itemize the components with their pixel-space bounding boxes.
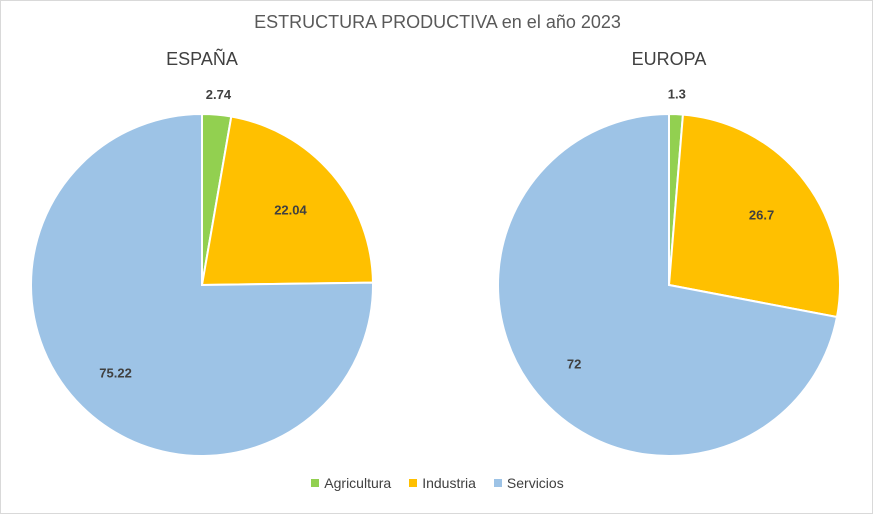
data-label-espana-servicios: 75.22 bbox=[99, 366, 132, 381]
legend-label-servicios: Servicios bbox=[506, 475, 564, 491]
legend: Agricultura Industria Servicios bbox=[1, 475, 873, 491]
chart-title: ESTRUCTURA PRODUCTIVA en el año 2023 bbox=[254, 12, 621, 32]
data-label-europa-servicios: 72 bbox=[567, 356, 581, 371]
pie-slice-europa-servicios bbox=[497, 112, 839, 457]
legend-swatch-agricultura bbox=[311, 479, 320, 487]
data-label-espana-agricultura: 2.74 bbox=[206, 87, 232, 102]
legend-item-servicios: Servicios bbox=[493, 475, 564, 491]
legend-swatch-industria bbox=[409, 479, 418, 487]
pie-europa: 1.3 26.7 72 bbox=[497, 87, 841, 457]
pie-espana: 2.74 22.04 75.22 bbox=[30, 87, 374, 457]
pie-slice-espana-industria bbox=[200, 115, 374, 287]
data-label-espana-industria: 22.04 bbox=[274, 203, 307, 218]
legend-swatch-servicios bbox=[493, 479, 502, 487]
legend-item-industria: Industria bbox=[409, 475, 476, 491]
data-label-europa-agricultura: 1.3 bbox=[668, 87, 686, 102]
legend-label-agricultura: Agricultura bbox=[324, 475, 392, 491]
pie-slice-europa-industria bbox=[667, 113, 841, 319]
pie-slice-espana-servicios bbox=[30, 112, 374, 457]
pie-title-espana: ESPAÑA bbox=[166, 49, 238, 69]
pie-title-europa: EUROPA bbox=[631, 49, 707, 69]
legend-label-industria: Industria bbox=[422, 475, 476, 491]
data-label-europa-industria: 26.7 bbox=[749, 208, 774, 223]
legend-item-agricultura: Agricultura bbox=[311, 475, 391, 491]
